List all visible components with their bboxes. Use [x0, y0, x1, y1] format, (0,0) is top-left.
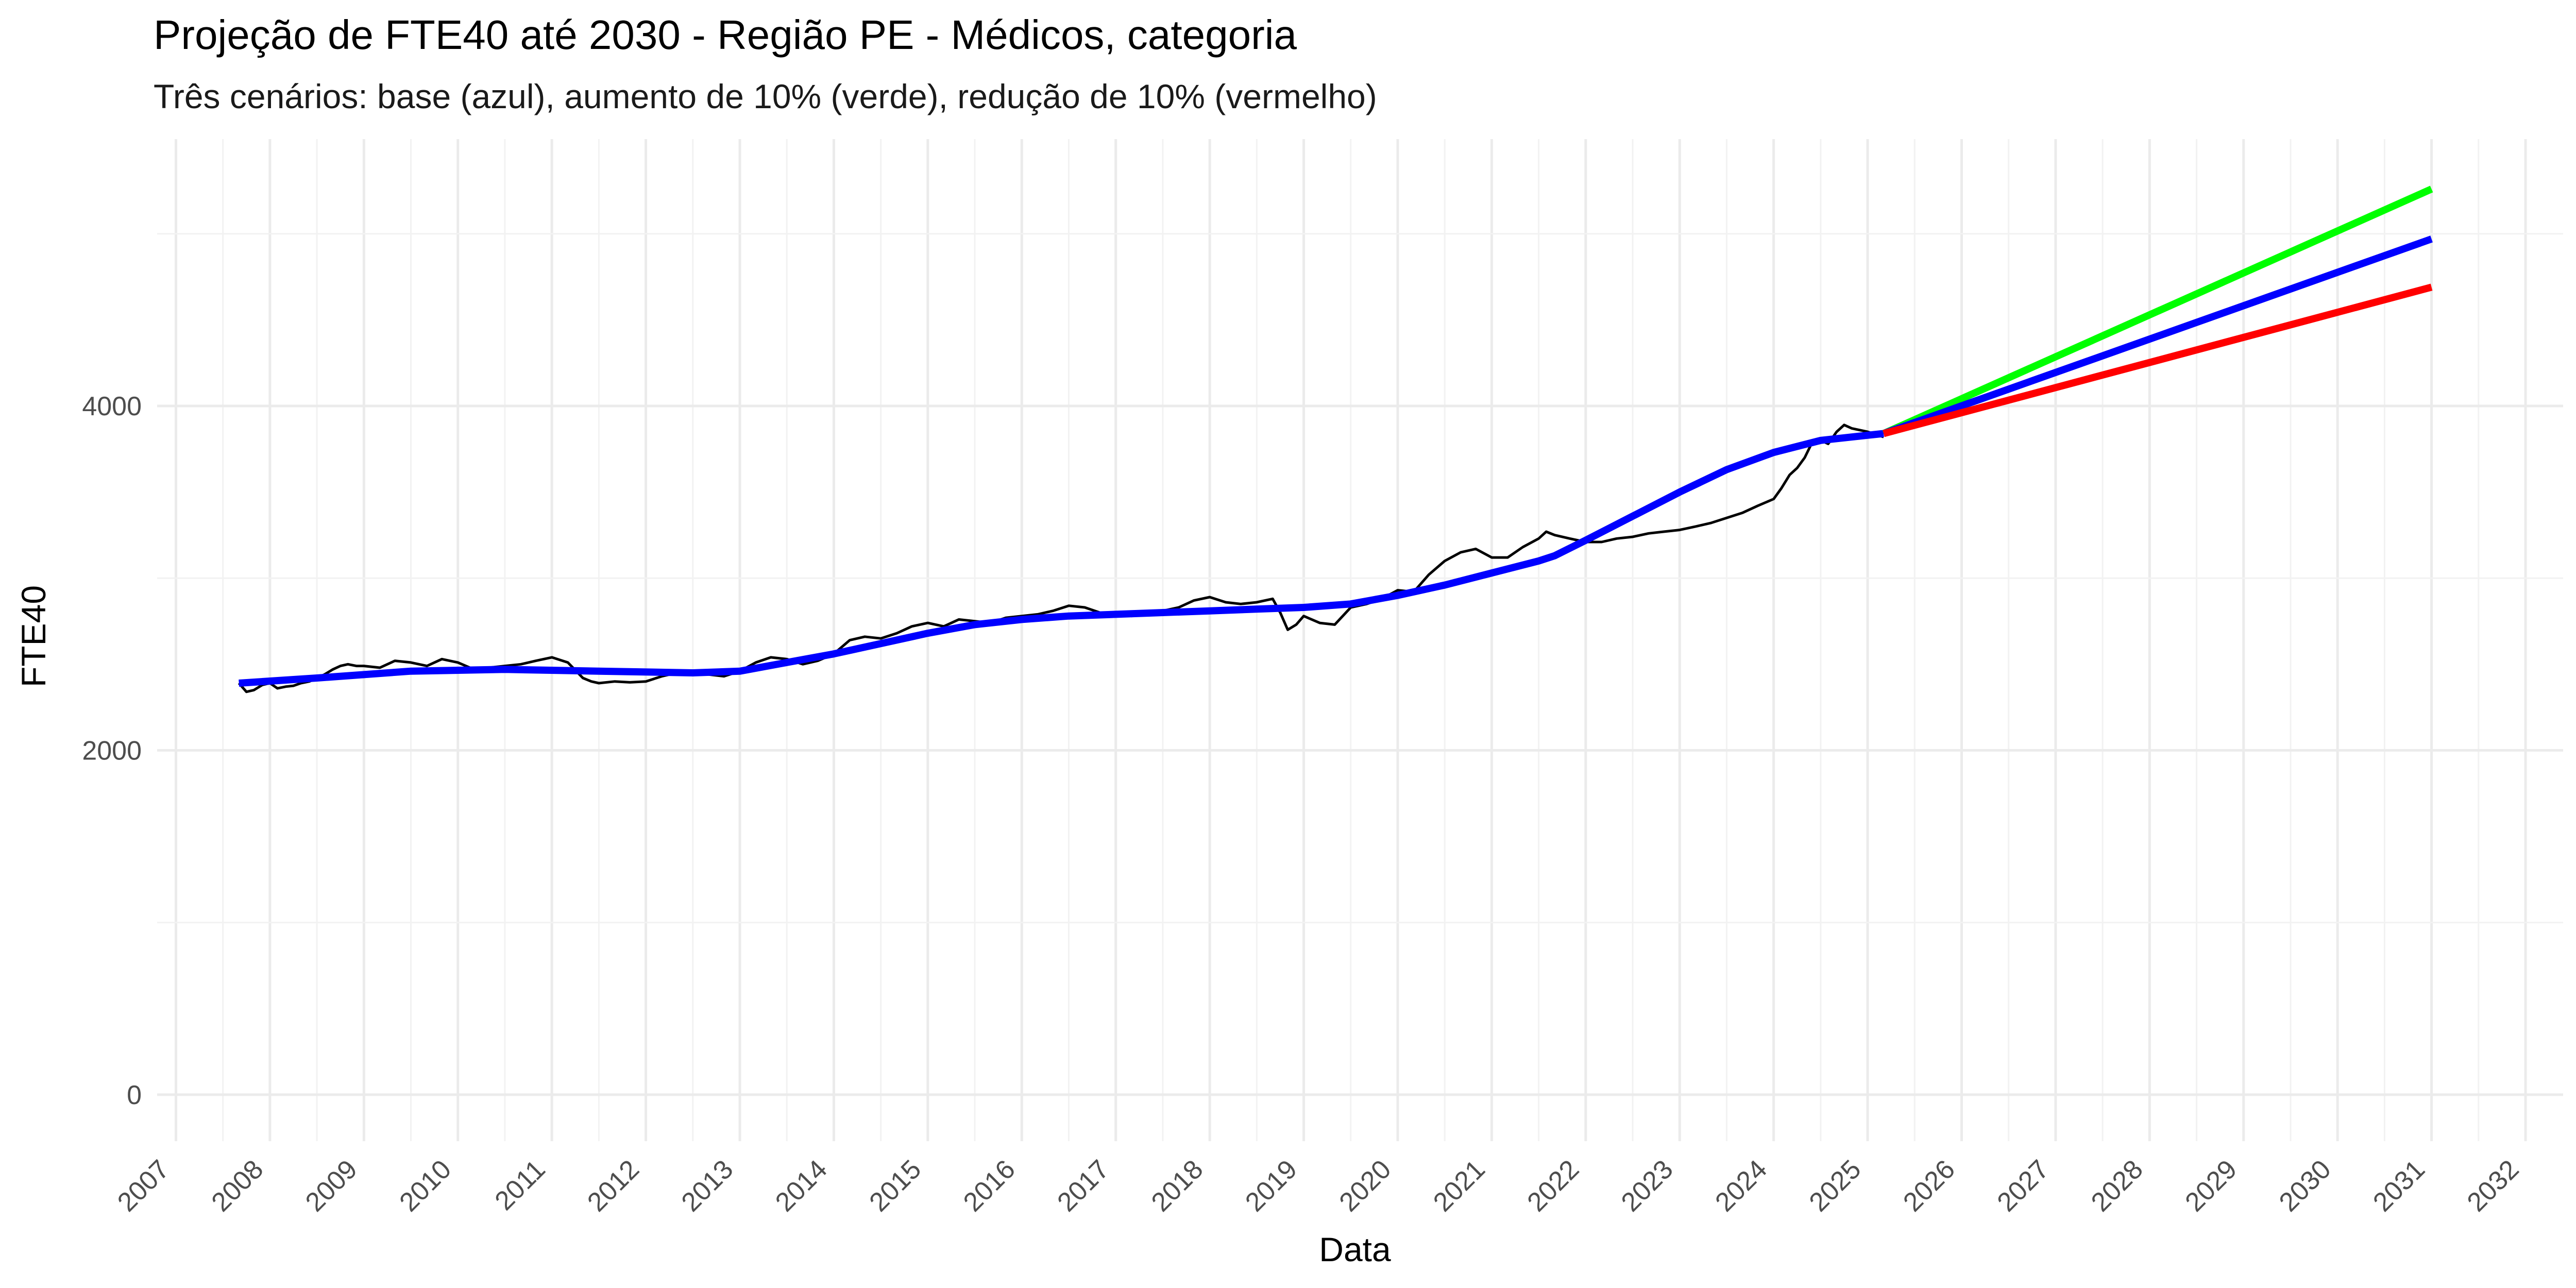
x-tick-label: 2007: [112, 1154, 175, 1217]
x-tick-label: 2012: [582, 1154, 645, 1217]
x-tick-label: 2015: [864, 1154, 927, 1217]
x-tick-label: 2030: [2274, 1154, 2337, 1217]
x-tick-label: 2011: [489, 1154, 551, 1216]
x-tick-label: 2024: [1709, 1154, 1773, 1217]
grid: [157, 139, 2563, 1141]
x-tick-label: 2023: [1616, 1154, 1679, 1217]
x-tick-label: 2022: [1521, 1154, 1585, 1217]
series-line: [1882, 235, 2433, 437]
y-tick-label: 2000: [82, 736, 142, 766]
x-axis-title: Data: [1319, 1230, 1391, 1268]
x-tick-label: 2031: [2367, 1154, 2431, 1217]
series-line: [238, 423, 1884, 693]
x-tick-label: 2026: [1897, 1154, 1961, 1217]
x-tick-label: 2020: [1334, 1154, 1397, 1217]
x-tick-label: 2008: [206, 1154, 269, 1217]
y-tick-label: 0: [127, 1080, 142, 1110]
x-tick-label: 2032: [2462, 1154, 2525, 1217]
x-tick-label: 2009: [300, 1154, 363, 1217]
x-tick-label: 2018: [1146, 1154, 1209, 1217]
x-tick-label: 2014: [770, 1154, 833, 1217]
series-layer: [238, 185, 2433, 693]
chart-subtitle: Três cenários: base (azul), aumento de 1…: [154, 77, 1377, 115]
series-line: [239, 430, 1884, 687]
y-tick-label: 4000: [82, 392, 142, 421]
x-tick-label: 2016: [958, 1154, 1021, 1217]
series-line: [1882, 185, 2433, 437]
x-tick-label: 2010: [394, 1154, 457, 1217]
series-line: [1883, 283, 2433, 437]
x-tick-label: 2019: [1240, 1154, 1303, 1217]
x-tick-label: 2017: [1052, 1154, 1115, 1217]
x-tick-label: 2013: [676, 1154, 739, 1217]
x-tick-label: 2029: [2179, 1154, 2243, 1217]
x-tick-label: 2021: [1428, 1154, 1491, 1217]
y-axis-title: FTE40: [14, 585, 53, 687]
chart-title: Projeção de FTE40 até 2030 - Região PE -…: [154, 12, 1297, 58]
x-tick-label: 2027: [1992, 1154, 2055, 1217]
x-tick-label: 2028: [2086, 1154, 2149, 1217]
x-tick-label: 2025: [1804, 1154, 1867, 1217]
